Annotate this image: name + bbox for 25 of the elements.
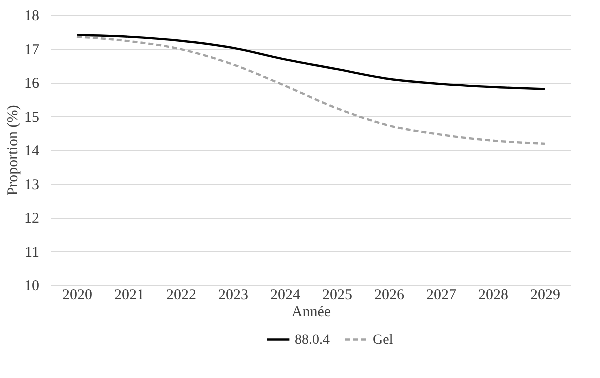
x-tick-label: 2024 (270, 288, 301, 304)
y-tick-label: 18 (24, 8, 40, 24)
line-series (76, 34, 546, 90)
legend-label: 88.0.4 (295, 332, 330, 348)
x-tick-label: 2026 (374, 288, 405, 304)
legend-label: Gel (373, 332, 394, 348)
x-axis-title: Année (292, 304, 332, 320)
y-tick-label: 10 (24, 278, 40, 294)
x-tick-label: 2022 (166, 288, 196, 304)
y-tick-label: 13 (24, 177, 40, 194)
x-tick-label: 2020 (62, 288, 92, 304)
x-tick-label: 2025 (322, 288, 352, 304)
x-tick-label: 2027 (426, 288, 457, 304)
y-tick-label: 15 (24, 110, 40, 126)
x-tick-label: 2028 (478, 288, 508, 304)
x-tick-label: 2029 (530, 288, 560, 304)
x-tick-label: 2021 (114, 288, 144, 304)
x-tick-label: 2023 (218, 288, 248, 304)
y-tick-label: 11 (25, 244, 40, 261)
line-series (76, 36, 546, 146)
y-tick-label: 16 (24, 76, 40, 92)
y-tick-label: 17 (24, 42, 40, 58)
y-tick-label: 12 (24, 211, 40, 227)
y-axis-title: Proportion (%) (6, 105, 22, 196)
y-tick-label: 14 (24, 144, 40, 160)
